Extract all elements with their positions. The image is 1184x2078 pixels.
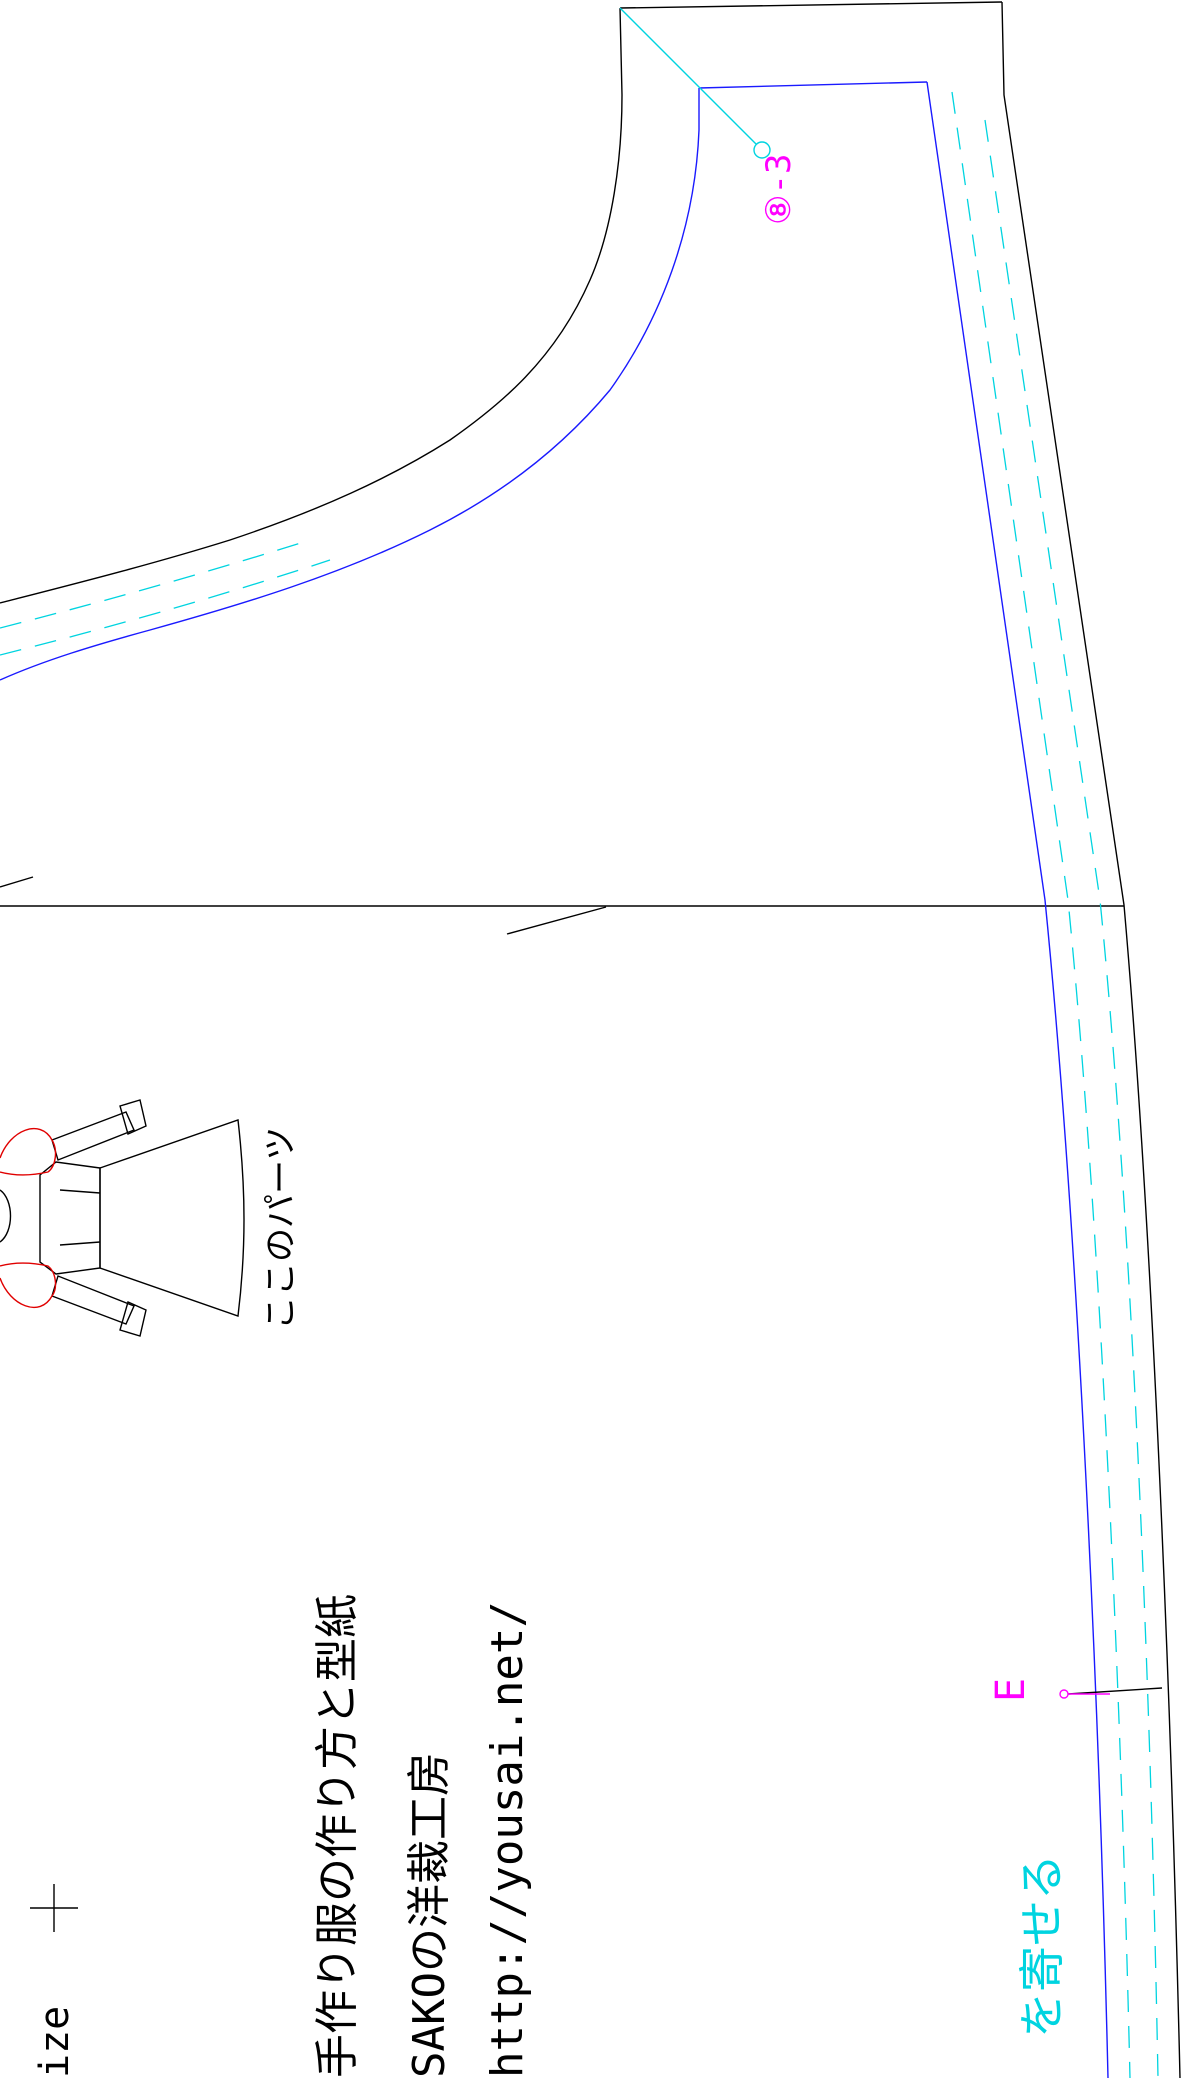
part-code-label: ⑧-3 [759,154,799,225]
thumb-neckline [0,1189,12,1243]
title-line-3-group: http://yousai.net/ [482,1601,533,2078]
seam-line-side [926,81,1109,2078]
title-line-2-group: SAKOの洋裁工房 [404,1752,455,2078]
title-line-2: SAKOの洋裁工房 [404,1752,455,2078]
thumb-sleeve-lower [51,1275,135,1325]
mark-e-letter: E [988,1678,1034,1702]
title-line-1: 手作り服の作り方と型紙 [312,1594,363,2078]
cut-line-side [1001,1,1181,2078]
thumb-bodice [39,1161,101,1275]
mark-e-tick [1067,1687,1163,1695]
cut-line-neck [0,7,623,604]
title-line-3: http://yousai.net/ [482,1601,533,2078]
this-part-label: ここのパーツ [261,1127,301,1330]
guide-dash-side-2 [984,119,1159,2078]
thumb-bodice-seam-bottom [59,1241,101,1246]
corner-leader-line [619,7,757,145]
notch-mark-left [0,876,34,888]
guide-dash-side-1 [951,91,1131,2078]
this-part-label-group: ここのパーツ [261,1127,301,1330]
thumb-cuff-lower [119,1301,147,1337]
garment-thumbnail [0,1099,245,1337]
part-code-label-group: ⑧-3 [759,154,799,225]
guide-dash-neck-2 [0,559,331,656]
seam-line-neck [0,88,700,681]
thumb-skirt [99,1119,245,1317]
size-label-group: ize [32,2006,78,2078]
thumb-bodice-seam-top [59,1189,101,1194]
mark-e-group: E [988,1678,1034,1702]
thumb-cuff-upper [119,1099,147,1135]
title-line-1-group: 手作り服の作り方と型紙 [312,1594,363,2078]
thumb-sleeve-upper [51,1111,135,1161]
thumb-puff-upper [0,1128,57,1176]
corner-leader-circle [753,141,771,159]
gather-note: を寄せる [1015,1854,1069,2038]
gather-note-group: を寄せる [1015,1854,1069,2038]
thumb-puff-lower [0,1262,57,1308]
size-label: ize [32,2006,78,2078]
cut-line-top [619,1,1003,9]
guide-dash-neck-1 [0,539,311,629]
notch-mark-center [506,906,607,935]
mark-e-dot [1059,1689,1069,1699]
seam-line-top [698,81,928,89]
